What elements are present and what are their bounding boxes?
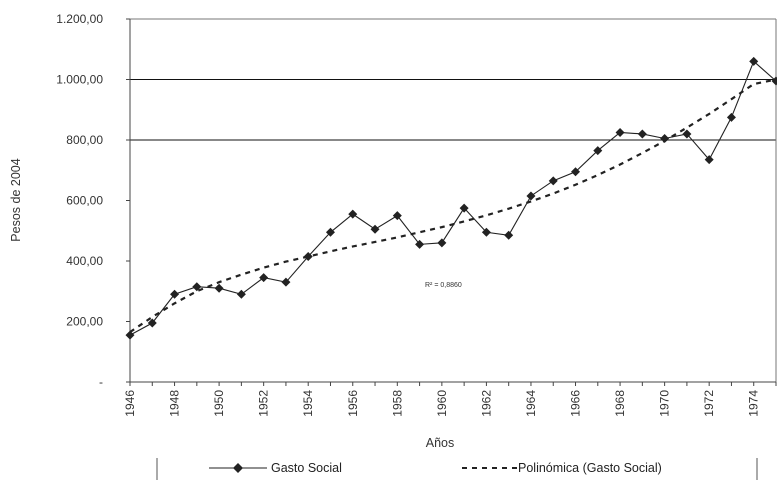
y-tick-label-600: 600,00: [66, 194, 103, 208]
x-tick-label-1970: 1970: [658, 390, 672, 417]
data-point-1959: [415, 239, 425, 249]
data-point-1946: [125, 330, 135, 340]
legend-item-polinomica: Polinómica (Gasto Social): [462, 461, 662, 475]
gasto-social-series: [125, 56, 777, 340]
y-tick-label-1000: 1.000,00: [56, 73, 103, 87]
legend-label-polinomica: Polinómica (Gasto Social): [518, 461, 662, 475]
data-point-1975: [771, 76, 777, 86]
y-tick-label-800: 800,00: [66, 133, 103, 147]
trend-series: [129, 78, 777, 333]
data-point-1968: [615, 127, 625, 137]
legend-item-gasto-social: Gasto Social: [209, 461, 342, 475]
x-tick-label-1946: 1946: [123, 390, 137, 417]
y-axis-ticks: - 200,00 400,00 600,00 800,00 1.000,00 1.200,0…: [56, 12, 130, 389]
grid-layer: [130, 79, 776, 141]
x-tick-label-1968: 1968: [613, 390, 627, 417]
data-point-1972: [704, 155, 714, 165]
y-tick-label-400: 400,00: [66, 254, 103, 268]
data-point-1951: [236, 289, 246, 299]
data-point-1957: [370, 224, 380, 234]
x-tick-label-1974: 1974: [747, 390, 761, 417]
data-point-1955: [325, 227, 335, 237]
x-tick-label-1950: 1950: [212, 390, 226, 417]
data-point-1950: [214, 283, 224, 293]
data-point-1962: [481, 227, 491, 237]
x-tick-label-1948: 1948: [168, 390, 182, 417]
data-point-1969: [637, 129, 647, 139]
data-point-1971: [682, 129, 692, 139]
data-point-1961: [459, 203, 469, 213]
x-tick-label-1958: 1958: [390, 390, 404, 417]
x-tick-label-1962: 1962: [479, 390, 493, 417]
y-tick-label-1200: 1.200,00: [56, 12, 103, 26]
x-tick-label-1966: 1966: [569, 390, 583, 417]
data-point-1952: [259, 273, 269, 283]
data-point-1958: [392, 211, 402, 221]
line-gasto-social: [129, 60, 777, 336]
r-squared-annotation: R² = 0,8860: [425, 282, 462, 289]
legend-label-gasto-social: Gasto Social: [271, 461, 342, 475]
data-point-1966: [571, 167, 581, 177]
x-tick-label-1954: 1954: [301, 390, 315, 417]
data-point-1960: [437, 238, 447, 248]
data-point-1963: [504, 230, 514, 240]
data-point-1967: [593, 146, 603, 156]
data-point-1974: [749, 56, 759, 66]
data-point-1954: [303, 251, 313, 261]
x-tick-label-1964: 1964: [524, 390, 538, 417]
legend: Gasto Social Polinómica (Gasto Social): [156, 458, 758, 480]
data-point-1953: [281, 277, 291, 287]
data-point-1965: [548, 176, 558, 186]
data-point-1970: [660, 133, 670, 143]
data-point-1947: [147, 318, 157, 328]
data-point-1948: [170, 289, 180, 299]
data-point-1956: [348, 209, 358, 219]
legend-diamond-marker: [233, 463, 243, 473]
x-axis-title: Años: [426, 436, 455, 450]
plot-frame: [129, 18, 777, 383]
x-tick-label-1960: 1960: [435, 390, 449, 417]
x-tick-label-1972: 1972: [702, 390, 716, 417]
trend-line-polinomica: [129, 78, 777, 333]
x-axis-ticks: 1946 1948 1950 1952 1954 1956 1958 1960 1962 1964…: [123, 382, 777, 417]
data-point-1949: [192, 282, 202, 292]
y-tick-label-200: 200,00: [66, 315, 103, 329]
x-tick-label-1952: 1952: [257, 390, 271, 417]
data-point-1964: [526, 191, 536, 201]
y-tick-label-0: -: [99, 375, 103, 389]
data-point-1973: [726, 112, 736, 122]
y-axis-title: Pesos de 2004: [9, 158, 23, 241]
x-tick-label-1956: 1956: [346, 390, 360, 417]
